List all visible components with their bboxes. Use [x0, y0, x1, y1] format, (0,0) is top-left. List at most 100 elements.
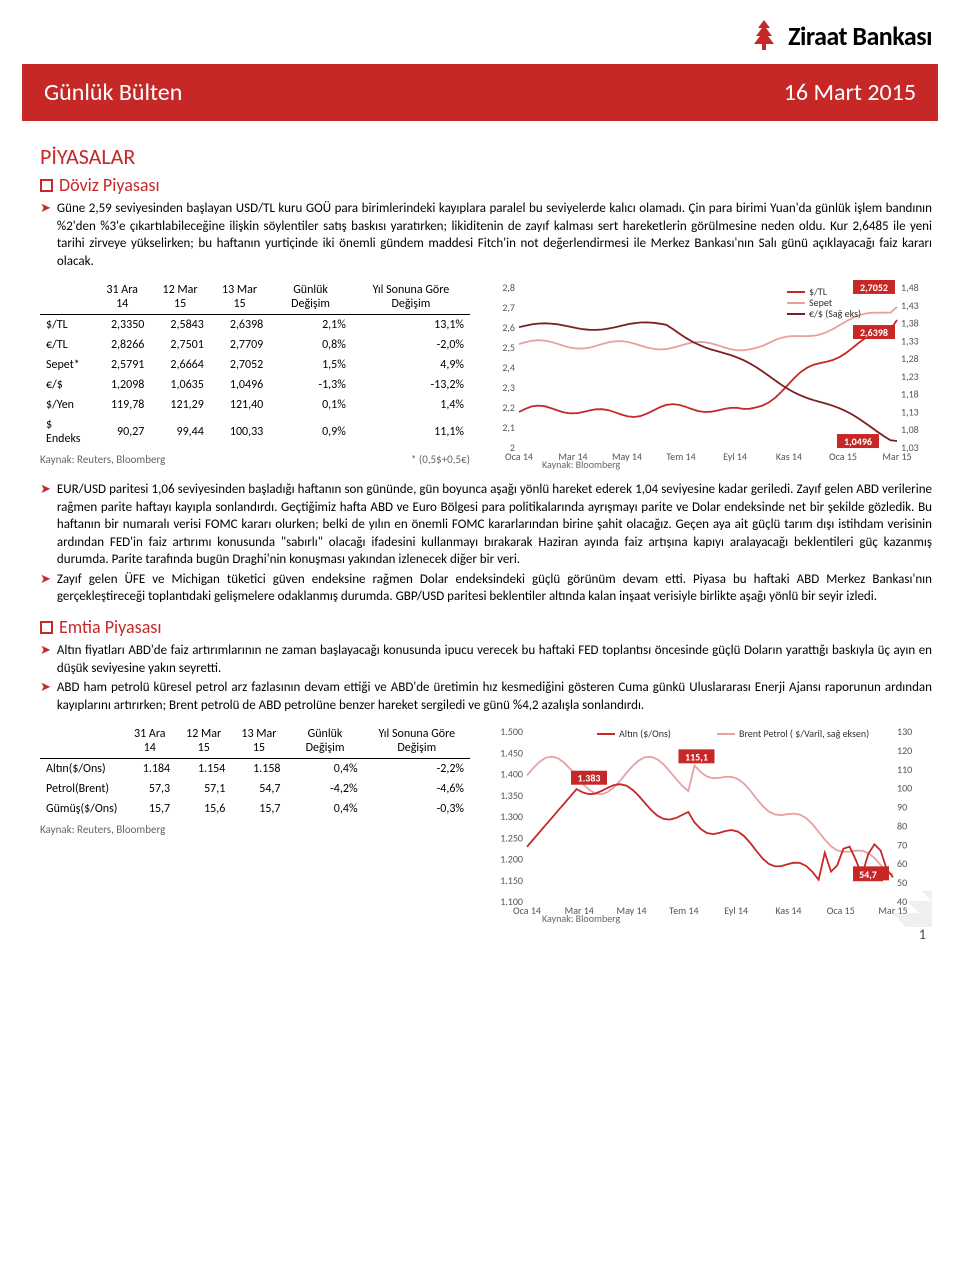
svg-text:115,1: 115,1: [685, 751, 708, 764]
svg-text:Mar 15: Mar 15: [882, 450, 911, 463]
table-row: Altın($/Ons)1.1841.1541.1580,4%-2,2%: [40, 759, 470, 780]
svg-text:2,1: 2,1: [502, 421, 515, 434]
table-header: Günlük Değişim: [269, 280, 352, 315]
table-cell: Petrol(Brent): [40, 779, 123, 799]
svg-text:1.500: 1.500: [500, 725, 523, 738]
table-cell: 1,2098: [94, 375, 150, 395]
subsection-commodity: Emtia Piyasası: [40, 616, 932, 638]
table-cell: 57,3: [123, 779, 176, 799]
svg-text:1,0496: 1,0496: [844, 435, 872, 448]
svg-text:Oca 14: Oca 14: [505, 450, 533, 463]
svg-text:1,23: 1,23: [901, 370, 919, 383]
table-cell: 1,0635: [150, 375, 209, 395]
svg-text:1,28: 1,28: [901, 352, 919, 365]
table-cell: $ Endeks: [40, 415, 94, 449]
fx-chart: 22,12,22,32,42,52,62,72,81,031,081,131,1…: [482, 280, 932, 470]
arrow-icon: ➤: [40, 679, 51, 714]
svg-text:1.450: 1.450: [500, 746, 523, 759]
svg-text:60: 60: [897, 857, 907, 870]
subsection-fx: Döviz Piyasası: [40, 174, 932, 196]
table-row: $/Yen119,78121,29121,400,1%1,4%: [40, 395, 470, 415]
table-cell: 2,8266: [94, 335, 150, 355]
arrow-icon: ➤: [40, 481, 51, 569]
svg-text:2,6398: 2,6398: [860, 326, 888, 339]
table-cell: $/Yen: [40, 395, 94, 415]
table-cell: 0,4%: [287, 799, 364, 819]
fx-table-note: * (0,5$+0,5€): [411, 453, 470, 466]
svg-text:70: 70: [897, 839, 907, 852]
table-row: Gümüş($/Ons)15,715,615,70,4%-0,3%: [40, 799, 470, 819]
fx-table-source: Kaynak: Reuters, Bloomberg: [40, 453, 165, 466]
svg-text:2,6: 2,6: [502, 321, 515, 334]
table-cell: 15,6: [176, 799, 231, 819]
table-row: €/TL2,82662,75012,77090,8%-2,0%: [40, 335, 470, 355]
svg-text:2,7052: 2,7052: [860, 281, 888, 294]
svg-text:Eyl 14: Eyl 14: [723, 450, 747, 463]
table-header: Yıl Sonuna Göre Değişim: [364, 724, 470, 759]
fx-paragraph-block: ➤ Güne 2,59 seviyesinden başlayan USD/TL…: [40, 200, 932, 270]
svg-text:1.350: 1.350: [500, 789, 523, 802]
table-header: 12 Mar 15: [150, 280, 209, 315]
subsection-commodity-label: Emtia Piyasası: [59, 616, 161, 638]
table-header: 31 Ara 14: [94, 280, 150, 315]
svg-text:1.400: 1.400: [500, 768, 523, 781]
svg-text:Kas 14: Kas 14: [776, 450, 802, 463]
svg-text:Kas 14: Kas 14: [775, 904, 801, 917]
svg-text:1,33: 1,33: [901, 335, 919, 348]
commodity-chart: 1.1001.1501.2001.2501.3001.3501.4001.450…: [482, 724, 932, 924]
svg-text:1,08: 1,08: [901, 423, 919, 436]
table-row: $ Endeks90,2799,44100,330,9%11,1%: [40, 415, 470, 449]
table-cell: 121,40: [210, 395, 269, 415]
table-header: [40, 724, 123, 759]
table-row: €/$1,20981,06351,0496-1,3%-13,2%: [40, 375, 470, 395]
table-cell: €/TL: [40, 335, 94, 355]
table-cell: 2,7501: [150, 335, 209, 355]
svg-text:50: 50: [897, 876, 907, 889]
table-cell: 0,1%: [269, 395, 352, 415]
table-header: 13 Mar 15: [210, 280, 269, 315]
svg-text:2,4: 2,4: [502, 361, 515, 374]
svg-text:1.250: 1.250: [500, 831, 523, 844]
svg-text:110: 110: [897, 763, 912, 776]
subsection-fx-label: Döviz Piyasası: [59, 174, 160, 196]
svg-text:2,3: 2,3: [502, 381, 515, 394]
table-cell: 121,29: [150, 395, 209, 415]
svg-text:100: 100: [897, 782, 912, 795]
table-cell: 1,5%: [269, 355, 352, 375]
svg-text:90: 90: [897, 801, 907, 814]
table-cell: 54,7: [231, 779, 286, 799]
ufe-paragraph: Zayıf gelen ÜFE ve Michigan tüketici güv…: [57, 571, 932, 606]
comm-table-source: Kaynak: Reuters, Bloomberg: [40, 823, 165, 836]
svg-text:80: 80: [897, 820, 907, 833]
table-cell: 2,1%: [269, 315, 352, 336]
table-header: [40, 280, 94, 315]
svg-text:€/$ (Sağ eks): €/$ (Sağ eks): [809, 307, 861, 320]
svg-text:1,13: 1,13: [901, 406, 919, 419]
svg-text:2,8: 2,8: [502, 281, 515, 294]
logo-text: Ziraat Bankası: [788, 20, 932, 52]
header-title: Günlük Bülten: [44, 78, 182, 107]
box-icon: [40, 621, 53, 634]
svg-text:Altın ($/Ons): Altın ($/Ons): [619, 727, 671, 740]
table-cell: 2,5843: [150, 315, 209, 336]
svg-text:2,5: 2,5: [502, 341, 515, 354]
eurusd-block: ➤ EUR/USD paritesi 1,06 seviyesinden baş…: [40, 481, 932, 606]
table-cell: 4,9%: [352, 355, 470, 375]
table-header: 12 Mar 15: [176, 724, 231, 759]
svg-text:Tem 14: Tem 14: [669, 904, 698, 917]
page: Ziraat Bankası Günlük Bülten 16 Mart 201…: [0, 0, 960, 953]
arrow-icon: ➤: [40, 571, 51, 606]
svg-text:1,38: 1,38: [901, 317, 919, 330]
arrow-icon: ➤: [40, 642, 51, 677]
table-cell: 99,44: [150, 415, 209, 449]
table-cell: 13,1%: [352, 315, 470, 336]
table-cell: €/$: [40, 375, 94, 395]
table-cell: $/TL: [40, 315, 94, 336]
table-cell: 2,5791: [94, 355, 150, 375]
svg-text:Oca 15: Oca 15: [827, 904, 855, 917]
commodity-chart-wrap: 1.1001.1501.2001.2501.3001.3501.4001.450…: [482, 724, 932, 925]
svg-text:1,18: 1,18: [901, 388, 919, 401]
gold-paragraph: Altın fiyatları ABD'de faiz artırımların…: [57, 642, 932, 677]
svg-text:130: 130: [897, 725, 912, 738]
fx-paragraph: Güne 2,59 seviyesinden başlayan USD/TL k…: [57, 200, 932, 270]
